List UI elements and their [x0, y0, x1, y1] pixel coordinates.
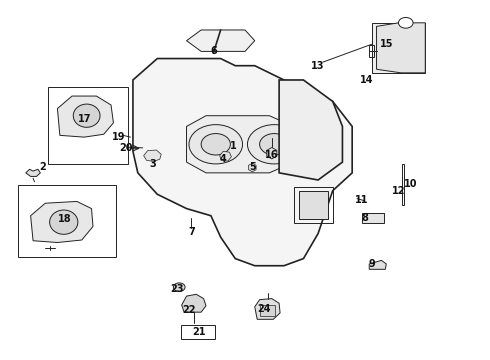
Text: 4: 4 — [220, 154, 226, 163]
Polygon shape — [220, 152, 231, 161]
Text: 1: 1 — [229, 141, 236, 151]
Text: 6: 6 — [210, 46, 217, 57]
Polygon shape — [57, 96, 114, 137]
Bar — [294, 187, 333, 223]
Text: 12: 12 — [392, 186, 405, 196]
Text: 15: 15 — [380, 39, 393, 49]
Polygon shape — [369, 260, 386, 269]
Polygon shape — [144, 150, 161, 161]
Text: 21: 21 — [192, 327, 205, 337]
Bar — [362, 213, 384, 223]
Polygon shape — [26, 169, 40, 176]
Ellipse shape — [49, 210, 78, 234]
Text: 8: 8 — [361, 212, 368, 222]
Text: 23: 23 — [170, 284, 184, 294]
Text: 19: 19 — [112, 132, 125, 142]
Polygon shape — [255, 298, 280, 319]
Text: 9: 9 — [368, 259, 375, 269]
Circle shape — [403, 33, 418, 44]
Polygon shape — [30, 202, 93, 243]
Text: 3: 3 — [149, 159, 156, 169]
Polygon shape — [376, 23, 425, 73]
Text: 24: 24 — [258, 303, 271, 314]
Polygon shape — [248, 163, 256, 172]
Polygon shape — [187, 30, 255, 51]
Text: 14: 14 — [360, 75, 373, 85]
Text: 11: 11 — [355, 195, 368, 204]
Text: 13: 13 — [311, 61, 325, 71]
Bar — [369, 45, 374, 58]
Text: 17: 17 — [77, 114, 91, 124]
Text: 2: 2 — [39, 162, 46, 172]
Bar — [298, 191, 328, 219]
Bar — [48, 87, 128, 164]
Text: 20: 20 — [119, 143, 132, 153]
Polygon shape — [182, 294, 206, 312]
Circle shape — [397, 29, 424, 49]
Text: 5: 5 — [249, 162, 256, 172]
Text: 16: 16 — [265, 150, 278, 160]
Circle shape — [260, 134, 289, 155]
Text: 18: 18 — [58, 214, 72, 224]
Circle shape — [398, 18, 413, 28]
Bar — [402, 164, 404, 205]
Circle shape — [173, 283, 185, 292]
Text: 7: 7 — [188, 227, 195, 237]
Bar — [19, 185, 116, 257]
Text: 10: 10 — [404, 179, 417, 189]
Polygon shape — [133, 59, 352, 266]
Circle shape — [247, 125, 301, 164]
Polygon shape — [372, 23, 425, 73]
Polygon shape — [279, 80, 343, 180]
Circle shape — [189, 125, 243, 164]
Polygon shape — [267, 148, 277, 159]
Polygon shape — [187, 116, 303, 173]
Bar — [260, 305, 275, 316]
Circle shape — [201, 134, 230, 155]
Bar — [181, 325, 215, 339]
Ellipse shape — [73, 104, 100, 127]
Text: 22: 22 — [182, 305, 196, 315]
